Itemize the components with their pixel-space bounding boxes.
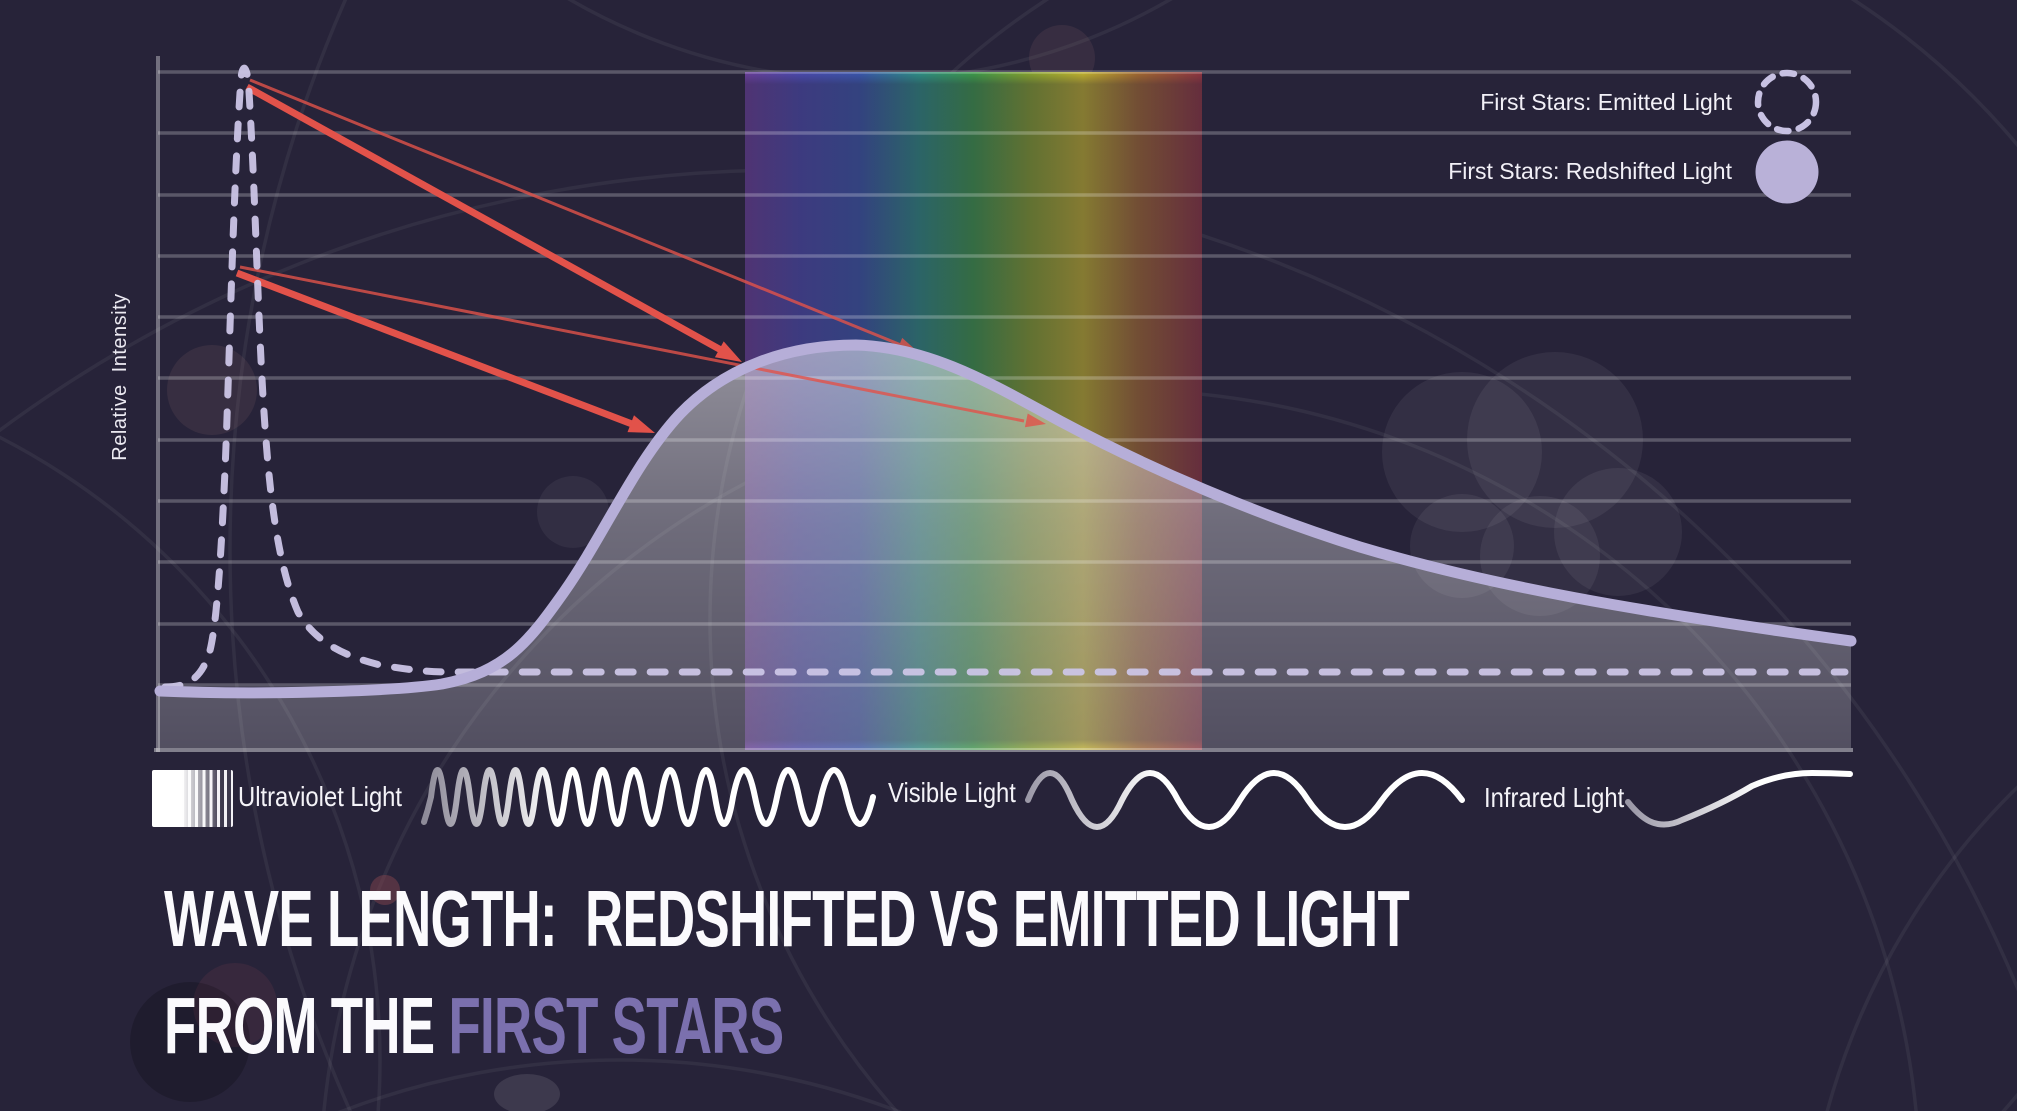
uv-wave-block-icon [152, 770, 233, 827]
redshift-arrow-thick-lower [235, 269, 655, 433]
y-axis-label: Relative Intensity [109, 293, 131, 461]
title-line-2-white: FROM THE [164, 981, 449, 1070]
uv-to-visible-wave [421, 767, 876, 827]
legend-redshifted-label: First Stars: Redshifted Light [1448, 157, 1732, 184]
redshift-arrow-thin-lower [239, 265, 1046, 428]
redshift-arrow-thick-upper [245, 83, 742, 362]
title-line-2: FROM THE FIRST STARS [164, 986, 784, 1066]
redshifted-light-curve [154, 339, 1857, 699]
legend-item-emitted: First Stars: Emitted Light [1480, 67, 1822, 137]
wavelength-waves [421, 767, 1853, 830]
emitted-light-curve [161, 64, 1849, 691]
visible-to-infrared-wave [1025, 770, 1465, 830]
infrared-label: Infrared Light [1484, 782, 1625, 813]
title-line-1: WAVE LENGTH: REDSHIFTED VS EMITTED LIGHT [164, 874, 1410, 963]
title-line-2-accent: FIRST STARS [448, 981, 784, 1070]
gridlines [158, 70, 1851, 687]
axes [154, 56, 1853, 752]
ultraviolet-label: Ultraviolet Light [238, 781, 403, 812]
legend-item-redshifted: First Stars: Redshifted Light [1448, 136, 1822, 206]
legend-emitted-label: First Stars: Emitted Light [1480, 88, 1732, 115]
visible-label: Visible Light [888, 777, 1016, 808]
dashed-circle-icon [1754, 69, 1820, 135]
solid-circle-icon [1755, 140, 1819, 204]
infrared-wave [1625, 770, 1853, 828]
redshifted-area-fill [158, 345, 1851, 748]
